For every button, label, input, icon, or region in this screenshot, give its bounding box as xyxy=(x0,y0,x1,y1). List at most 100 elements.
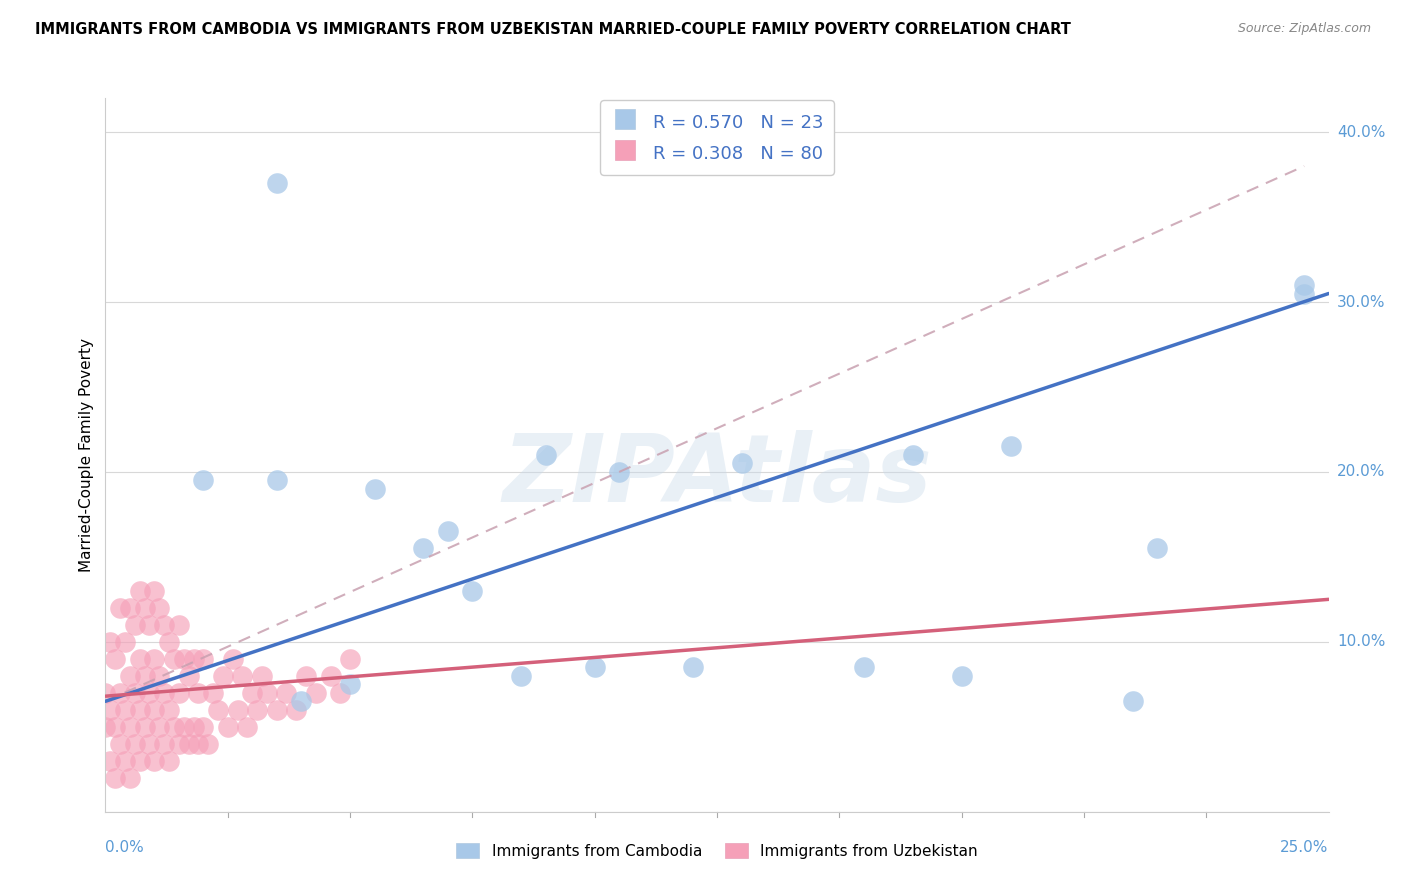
Point xyxy=(950,669,973,683)
Text: 25.0%: 25.0% xyxy=(1281,840,1329,855)
Point xyxy=(148,720,170,734)
Point xyxy=(138,617,160,632)
Point xyxy=(187,737,209,751)
Point xyxy=(128,703,150,717)
Point xyxy=(319,669,342,683)
Text: 30.0%: 30.0% xyxy=(1337,294,1385,310)
Point xyxy=(124,617,146,632)
Text: 40.0%: 40.0% xyxy=(1337,125,1385,140)
Point xyxy=(226,703,249,717)
Point xyxy=(128,754,150,768)
Text: ZIPAtlas: ZIPAtlas xyxy=(502,430,932,523)
Point xyxy=(108,737,131,751)
Point xyxy=(329,686,352,700)
Point xyxy=(437,524,460,539)
Point xyxy=(901,448,924,462)
Point xyxy=(250,669,273,683)
Point xyxy=(1000,439,1022,453)
Point xyxy=(157,703,180,717)
Point xyxy=(583,660,606,674)
Text: 10.0%: 10.0% xyxy=(1337,634,1385,649)
Point xyxy=(290,694,312,708)
Point xyxy=(157,635,180,649)
Point xyxy=(177,737,200,751)
Point xyxy=(1294,286,1316,301)
Point xyxy=(104,771,127,785)
Point xyxy=(118,600,141,615)
Point xyxy=(682,660,704,674)
Point xyxy=(94,720,117,734)
Point xyxy=(134,600,156,615)
Point xyxy=(138,686,160,700)
Text: 20.0%: 20.0% xyxy=(1337,465,1385,479)
Point xyxy=(852,660,875,674)
Point xyxy=(187,686,209,700)
Point xyxy=(134,720,156,734)
Y-axis label: Married-Couple Family Poverty: Married-Couple Family Poverty xyxy=(79,338,94,572)
Point xyxy=(256,686,278,700)
Point xyxy=(153,686,176,700)
Point xyxy=(153,617,176,632)
Point xyxy=(276,686,298,700)
Point xyxy=(1122,694,1144,708)
Point xyxy=(118,771,141,785)
Point xyxy=(163,652,186,666)
Point xyxy=(143,754,166,768)
Point xyxy=(221,652,243,666)
Point xyxy=(266,474,288,488)
Point xyxy=(124,737,146,751)
Point xyxy=(153,737,176,751)
Point xyxy=(173,720,195,734)
Point xyxy=(193,474,215,488)
Text: IMMIGRANTS FROM CAMBODIA VS IMMIGRANTS FROM UZBEKISTAN MARRIED-COUPLE FAMILY POV: IMMIGRANTS FROM CAMBODIA VS IMMIGRANTS F… xyxy=(35,22,1071,37)
Point xyxy=(143,583,166,598)
Point xyxy=(157,754,180,768)
Point xyxy=(108,600,131,615)
Point xyxy=(138,737,160,751)
Point xyxy=(412,541,434,556)
Point xyxy=(236,720,259,734)
Point xyxy=(285,703,308,717)
Point xyxy=(246,703,269,717)
Point xyxy=(212,669,235,683)
Point xyxy=(202,686,225,700)
Point xyxy=(295,669,318,683)
Point xyxy=(98,635,121,649)
Point xyxy=(183,652,205,666)
Legend: Immigrants from Cambodia, Immigrants from Uzbekistan: Immigrants from Cambodia, Immigrants fro… xyxy=(450,837,984,864)
Point xyxy=(118,720,141,734)
Text: Source: ZipAtlas.com: Source: ZipAtlas.com xyxy=(1237,22,1371,36)
Point xyxy=(339,677,361,691)
Point xyxy=(217,720,239,734)
Point xyxy=(510,669,533,683)
Point xyxy=(607,465,630,479)
Point xyxy=(94,686,117,700)
Point xyxy=(104,652,127,666)
Point xyxy=(148,669,170,683)
Point xyxy=(266,703,288,717)
Text: 0.0%: 0.0% xyxy=(105,840,145,855)
Point xyxy=(339,652,361,666)
Point xyxy=(114,635,136,649)
Point xyxy=(128,583,150,598)
Point xyxy=(114,754,136,768)
Point xyxy=(118,669,141,683)
Point xyxy=(363,482,385,496)
Point xyxy=(128,652,150,666)
Point xyxy=(240,686,263,700)
Point xyxy=(461,583,484,598)
Point xyxy=(143,703,166,717)
Point xyxy=(534,448,557,462)
Point xyxy=(193,720,215,734)
Point xyxy=(173,652,195,666)
Point xyxy=(124,686,146,700)
Point xyxy=(197,737,219,751)
Point xyxy=(167,737,190,751)
Point xyxy=(163,720,186,734)
Point xyxy=(207,703,229,717)
Point xyxy=(104,720,127,734)
Point xyxy=(231,669,253,683)
Point xyxy=(167,617,190,632)
Point xyxy=(1294,278,1316,293)
Point xyxy=(193,652,215,666)
